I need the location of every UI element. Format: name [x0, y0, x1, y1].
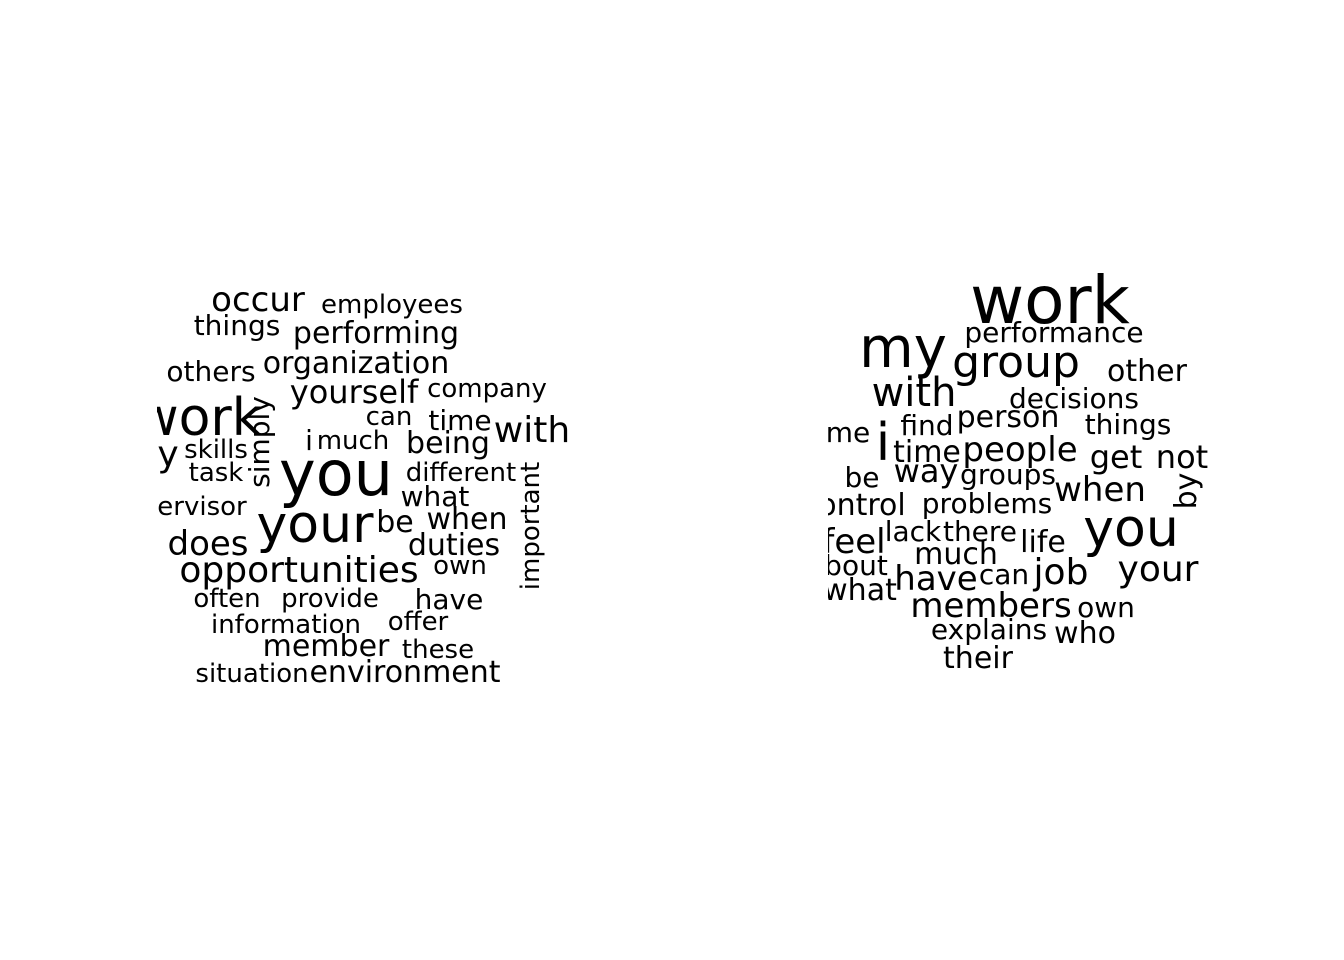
cloud-left-word: yourself — [289, 373, 419, 411]
cloud-right-word: work — [970, 262, 1130, 339]
word-cloud-right: work performance my group other with decisions… — [828, 262, 1218, 682]
cloud-left-word: provide — [281, 584, 379, 614]
cloud-left-word: skills — [184, 435, 248, 465]
cloud-right-word: way — [893, 452, 959, 490]
cloud-left-word: others — [166, 355, 256, 388]
cloud-left-word: what — [400, 480, 470, 513]
cloud-left-word: when — [426, 502, 508, 537]
cloud-left-word: have — [414, 583, 484, 616]
cloud-right-word: lack — [884, 515, 942, 548]
cloud-left-word: things — [193, 309, 281, 342]
cloud-left-word: you — [279, 437, 393, 510]
cloud-left-word: these — [401, 635, 475, 665]
cloud-right-word: my — [859, 316, 947, 381]
cloud-right-word: not — [1155, 438, 1209, 476]
cloud-left-word: offer — [387, 607, 449, 637]
cloud-left-word: your — [256, 495, 374, 555]
cloud-left-word: environment — [309, 655, 501, 690]
cloud-left-word: organization — [262, 346, 450, 381]
cloud-left-word: simply — [243, 396, 276, 488]
cloud-right-word: life — [1020, 525, 1066, 560]
cloud-left-word: does — [167, 524, 249, 564]
cloud-left-word: different — [405, 458, 517, 488]
cloud-left-word: duties — [407, 528, 501, 563]
cloud-right-word: i — [875, 413, 891, 473]
cloud-right-word: time — [893, 435, 961, 470]
cloud-right-word: their — [943, 641, 1013, 676]
cloud-left-word: employees — [321, 290, 463, 320]
cloud-left-word: important — [516, 461, 546, 591]
cloud-right-word: other — [1107, 354, 1187, 389]
cloud-right-word: can — [978, 558, 1030, 591]
cloud-left-word: task — [188, 458, 244, 488]
cloud-left-word: opportunities — [179, 550, 419, 591]
cloud-right-word: group — [952, 337, 1080, 388]
cloud-right-word: job — [1033, 552, 1089, 593]
cloud-right-word: get — [1089, 438, 1143, 476]
cloud-left-word: member — [262, 629, 390, 664]
cloud-right-word: what — [828, 573, 897, 608]
cloud-right-word: people — [962, 430, 1078, 470]
cloud-right-word: things — [1084, 408, 1172, 441]
cloud-right-word: much — [914, 537, 998, 572]
cloud-left-word: can — [365, 402, 413, 432]
cloud-left-word: performing — [292, 316, 460, 351]
cloud-right-word: performance — [964, 316, 1144, 349]
cloud-left-word: information — [210, 610, 362, 640]
cloud-right-word: you — [1083, 499, 1179, 559]
cloud-right-word: groups — [960, 458, 1056, 491]
cloud-right-word: be — [844, 461, 880, 494]
cloud-right-word: decisions — [1008, 382, 1140, 415]
cloud-right-word: there — [942, 515, 1018, 548]
cloud-left-word: work — [157, 388, 262, 448]
cloud-right-word: explains — [930, 613, 1048, 646]
cloud-left-word: own — [433, 551, 487, 581]
cloud-left-word: time — [428, 404, 492, 437]
cloud-right-word: bout — [828, 549, 888, 582]
cloud-right-word: when — [1054, 470, 1146, 510]
cloud-right-word: person — [956, 400, 1060, 435]
cloud-right-word: have — [894, 559, 978, 599]
cloud-left-word: occur — [211, 280, 305, 320]
cloud-right-word: ontrol — [828, 488, 906, 523]
cloud-right-word: your — [1117, 549, 1199, 590]
cloud-left-word: be — [376, 505, 414, 540]
cloud-right-word: feel — [828, 522, 886, 562]
cloud-left-word: company — [427, 374, 547, 404]
cloud-left-word: situation — [195, 659, 309, 689]
cloud-left-word: ervisor — [157, 492, 247, 522]
cloud-left-word: i — [305, 424, 313, 457]
cloud-right-word: with — [871, 370, 957, 416]
cloud-left-word: being — [406, 426, 490, 461]
cloud-left-word: with — [493, 410, 571, 451]
cloud-left-word: often — [193, 584, 261, 614]
cloud-right-word: who — [1054, 616, 1116, 651]
cloud-right-word: own — [1077, 591, 1135, 624]
cloud-right-word: me — [828, 416, 871, 449]
cloud-right-word: problems — [921, 487, 1053, 520]
word-cloud-left: occur employees things performing organizati… — [157, 268, 577, 698]
cloud-right-word: find — [900, 409, 954, 442]
cloud-left-word: y — [157, 434, 179, 475]
cloud-right-word: members — [910, 586, 1072, 626]
cloud-left-word: much — [316, 426, 390, 456]
